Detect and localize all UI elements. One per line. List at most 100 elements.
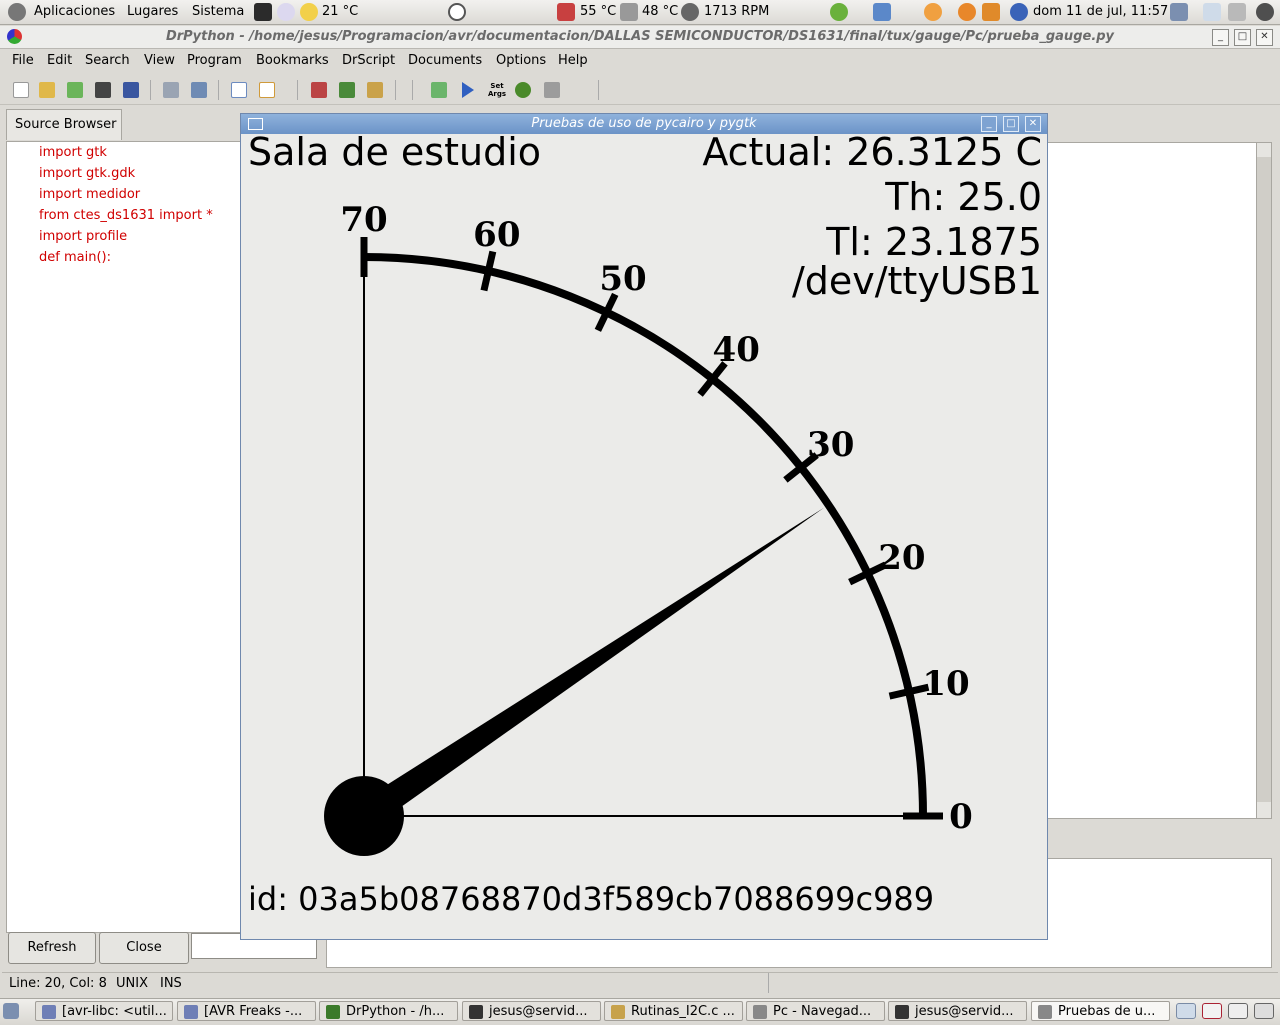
close-window-button[interactable]: ✕: [1256, 29, 1273, 46]
volume-icon[interactable]: [1228, 3, 1246, 21]
clock-applet-icon[interactable]: [277, 3, 295, 21]
menu-bookmarks[interactable]: Bookmarks: [256, 53, 329, 68]
print-icon[interactable]: [163, 82, 179, 98]
open-file-icon[interactable]: [39, 82, 55, 98]
task-button[interactable]: [AVR Freaks -...: [177, 1001, 316, 1021]
menu-documents[interactable]: Documents: [408, 53, 483, 68]
workspace-icon[interactable]: [1203, 3, 1221, 21]
editor-scrollbar[interactable]: [1256, 142, 1272, 819]
task-label: jesus@servid...: [915, 1004, 1014, 1019]
clock[interactable]: dom 11 de jul, 11:57: [1033, 4, 1169, 19]
menu-program[interactable]: Program: [187, 53, 242, 68]
cpu-temp-icon: [557, 3, 575, 21]
copy-icon[interactable]: [339, 82, 355, 98]
task-button[interactable]: Pc - Navegad...: [746, 1001, 885, 1021]
menu-edit[interactable]: Edit: [47, 53, 73, 68]
gauge-maximize-button[interactable]: □: [1003, 116, 1019, 132]
task-button[interactable]: Rutinas_I2C.c ...: [604, 1001, 743, 1021]
cpu-temp: 55 °C: [580, 4, 617, 19]
python-shell-icon[interactable]: [515, 82, 531, 98]
top-panel: [0, 0, 1280, 25]
pdf-icon[interactable]: [1202, 1003, 1222, 1019]
task-label: [AVR Freaks -...: [204, 1004, 303, 1019]
menu-help[interactable]: Help: [558, 53, 588, 68]
gnome-foot-icon[interactable]: [8, 3, 26, 21]
places-menu[interactable]: Lugares: [127, 4, 179, 19]
task-button[interactable]: jesus@servid...: [888, 1001, 1027, 1021]
bluetooth-icon[interactable]: [1010, 3, 1028, 21]
pidgin-icon[interactable]: [982, 3, 1000, 21]
network-icon[interactable]: [873, 3, 891, 21]
menu-options[interactable]: Options: [496, 53, 547, 68]
mail-icon[interactable]: [1228, 1003, 1248, 1019]
gauge-window-titlebar[interactable]: [241, 114, 1047, 134]
new-file-icon[interactable]: [13, 82, 29, 98]
source-item[interactable]: from ctes_ds1631 import *: [39, 208, 213, 223]
task-icon: [895, 1005, 909, 1019]
weather-icon[interactable]: [300, 3, 318, 21]
task-label: jesus@servid...: [489, 1004, 588, 1019]
minimize-button[interactable]: _: [1212, 29, 1229, 46]
gauge-tick-label: 30: [807, 425, 854, 465]
room-label: Sala de estudio: [248, 130, 541, 174]
timer-icon[interactable]: [448, 3, 466, 21]
task-button[interactable]: Pruebas de u...: [1031, 1001, 1170, 1021]
task-icon: [184, 1005, 198, 1019]
gauge-tick-label: 0: [949, 797, 973, 837]
task-label: DrPython - /h...: [346, 1004, 445, 1019]
gauge-close-button[interactable]: ✕: [1025, 116, 1041, 132]
cut-icon[interactable]: [311, 82, 327, 98]
source-item[interactable]: import gtk: [39, 145, 107, 160]
task-button[interactable]: DrPython - /h...: [319, 1001, 458, 1021]
refresh-button[interactable]: Refresh: [8, 932, 96, 964]
window-menu-icon[interactable]: [248, 118, 263, 130]
network-status-icon[interactable]: [1170, 3, 1188, 21]
system-menu[interactable]: Sistema: [192, 4, 245, 19]
source-item[interactable]: def main():: [39, 250, 111, 265]
firefox-icon[interactable]: [958, 3, 976, 21]
power-icon[interactable]: [1256, 3, 1274, 21]
apple-icon[interactable]: [830, 3, 848, 21]
maximize-button[interactable]: □: [1234, 29, 1251, 46]
replace-icon[interactable]: [259, 82, 275, 98]
paste-icon[interactable]: [367, 82, 383, 98]
task-icon: [753, 1005, 767, 1019]
source-item[interactable]: import gtk.gdk: [39, 166, 136, 181]
task-button[interactable]: jesus@servid...: [462, 1001, 601, 1021]
task-label: Rutinas_I2C.c ...: [631, 1004, 735, 1019]
set-args-icon[interactable]: Set Args: [487, 82, 507, 98]
applications-menu[interactable]: Aplicaciones: [34, 4, 116, 19]
workspace-1-icon[interactable]: [1176, 1003, 1196, 1019]
open-imported-icon[interactable]: [95, 82, 111, 98]
menu-drscript[interactable]: DrScript: [342, 53, 396, 68]
gauge-tick: [594, 292, 619, 332]
menu-file[interactable]: File: [12, 53, 34, 68]
save-icon[interactable]: [123, 82, 139, 98]
update-icon[interactable]: [924, 3, 942, 21]
reload-icon[interactable]: [67, 82, 83, 98]
hdd-temp: 48 °C: [642, 4, 679, 19]
menu-view[interactable]: View: [144, 53, 175, 68]
show-desktop-icon[interactable]: [3, 1003, 19, 1019]
toolbar-separator: [150, 80, 151, 100]
drpython-icon[interactable]: [7, 29, 22, 44]
gauge-minimize-button[interactable]: _: [981, 116, 997, 132]
stop-icon[interactable]: [544, 82, 560, 98]
check-syntax-icon[interactable]: [431, 82, 447, 98]
run-icon[interactable]: [462, 82, 474, 98]
menubar: [0, 50, 1280, 72]
window-titlebar[interactable]: [0, 26, 1280, 49]
menu-search[interactable]: Search: [85, 53, 130, 68]
find-icon[interactable]: [231, 82, 247, 98]
task-button[interactable]: [avr-libc: <util...: [35, 1001, 173, 1021]
close-button[interactable]: Close: [99, 932, 189, 964]
source-item[interactable]: import medidor: [39, 187, 141, 202]
trash-icon[interactable]: [1254, 1003, 1274, 1019]
source-item[interactable]: import profile: [39, 229, 128, 244]
toolbar: [0, 76, 1280, 105]
gauge-tick-label: 10: [922, 664, 969, 704]
terminal-icon[interactable]: [254, 3, 272, 21]
window-title: DrPython - /home/jesus/Programacion/avr/…: [165, 29, 1115, 44]
print-prompt-icon[interactable]: [191, 82, 207, 98]
tab-source-browser[interactable]: Source Browser: [6, 109, 122, 140]
